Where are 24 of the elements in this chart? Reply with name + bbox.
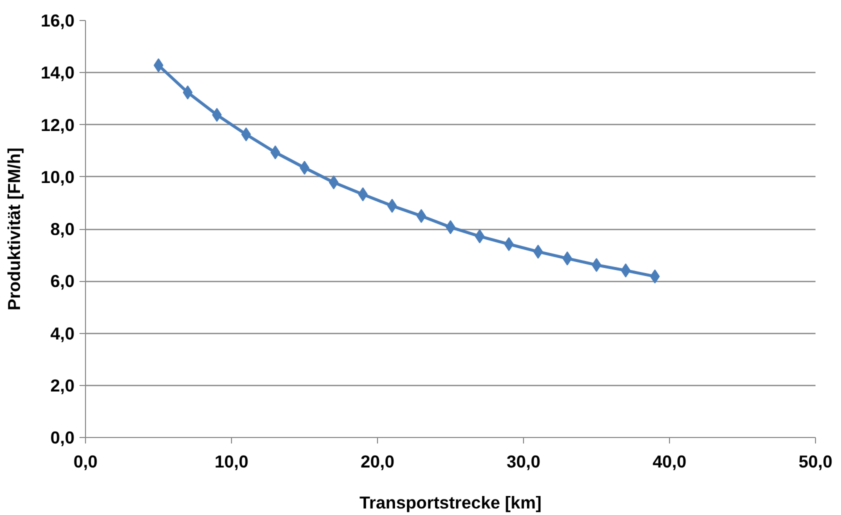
y-tick-label: 8,0: [50, 219, 75, 239]
y-tick-label: 4,0: [50, 323, 75, 344]
y-tick-label: 6,0: [50, 271, 75, 292]
x-tick-label: 10,0: [214, 452, 248, 472]
y-tick-label: 2,0: [50, 375, 75, 396]
y-axis-title: Produktivität [FM/h]: [4, 148, 24, 310]
point: [182, 85, 193, 100]
point: [562, 251, 572, 266]
x-tick-label: 40,0: [652, 452, 686, 472]
point: [416, 208, 426, 223]
point: [474, 229, 485, 244]
y-tick-label: 16,0: [40, 10, 75, 30]
x-tick-label: 0,0: [73, 452, 98, 472]
y-tick-label: 0,0: [50, 428, 75, 448]
point: [620, 263, 631, 278]
point: [328, 175, 339, 190]
x-tick-label: 50,0: [798, 452, 832, 472]
y-tick-label: 14,0: [40, 62, 75, 83]
point: [270, 145, 280, 160]
x-tick-label: 20,0: [360, 452, 394, 472]
x-tick-label: 30,0: [506, 452, 540, 472]
y-tick-label: 12,0: [40, 114, 75, 135]
y-tick-label: 10,0: [40, 166, 75, 187]
x-axis-title: Transportstrecke [km]: [359, 492, 542, 512]
